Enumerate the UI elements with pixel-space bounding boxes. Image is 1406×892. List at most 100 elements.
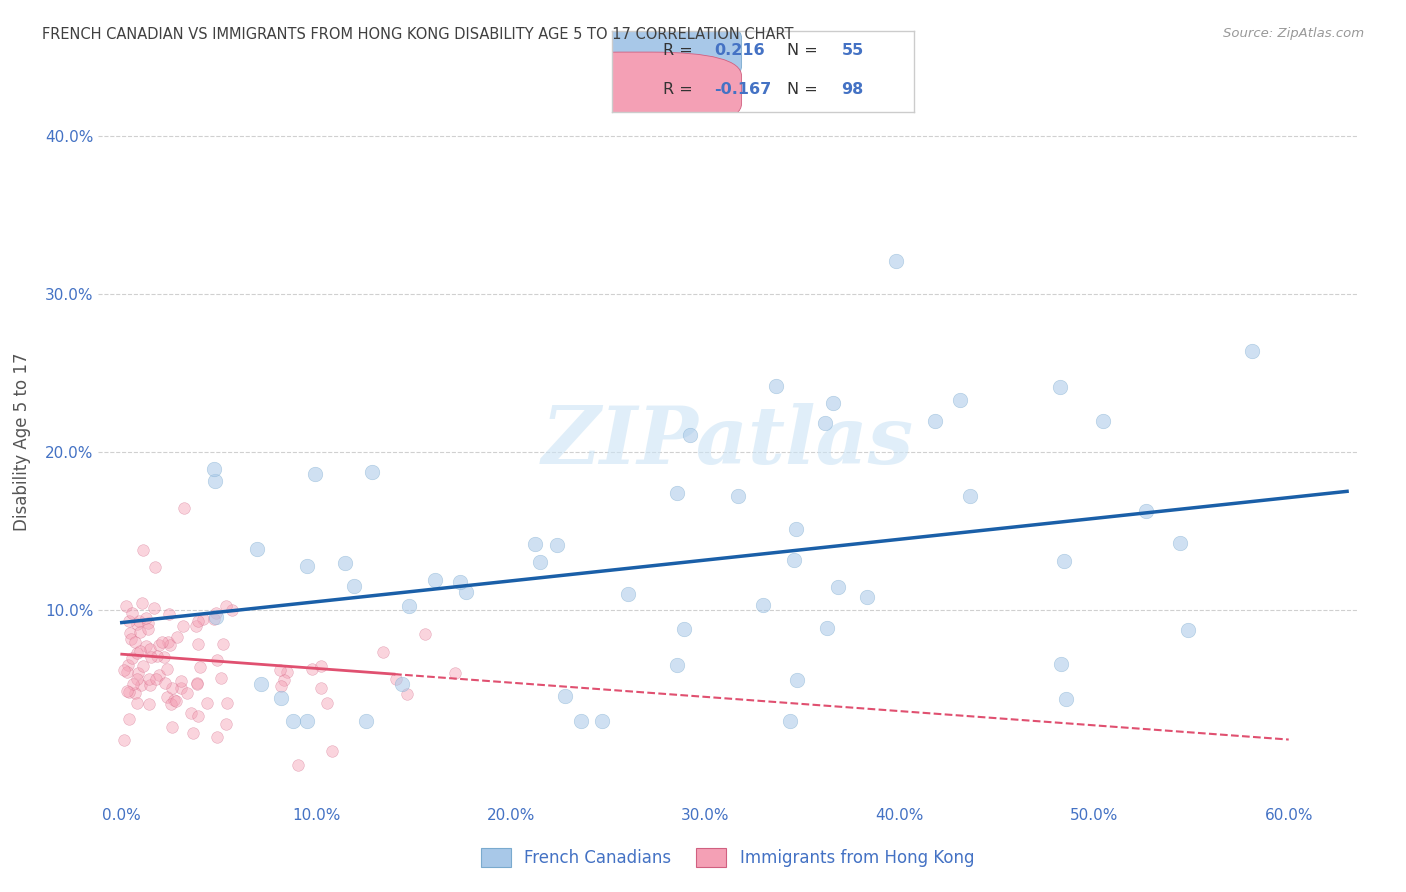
Point bbox=[124, 685, 146, 699]
Y-axis label: Disability Age 5 to 17: Disability Age 5 to 17 bbox=[13, 352, 31, 531]
Point bbox=[823, 396, 845, 410]
Point bbox=[128, 614, 150, 628]
Point bbox=[1135, 504, 1157, 518]
Point bbox=[215, 599, 238, 613]
Point bbox=[205, 731, 228, 745]
FancyBboxPatch shape bbox=[530, 14, 741, 90]
Point bbox=[128, 625, 150, 640]
Point bbox=[856, 591, 879, 605]
Text: ZIPatlas: ZIPatlas bbox=[541, 403, 914, 480]
Point bbox=[136, 615, 159, 630]
Point bbox=[398, 599, 420, 614]
Point bbox=[125, 616, 148, 631]
Point bbox=[205, 609, 228, 624]
Point bbox=[186, 677, 208, 691]
Point bbox=[321, 743, 343, 757]
Point bbox=[127, 666, 149, 681]
Point bbox=[159, 639, 181, 653]
Point bbox=[127, 672, 149, 686]
Point bbox=[311, 681, 333, 696]
Point bbox=[157, 607, 180, 621]
Point bbox=[125, 696, 148, 710]
Point bbox=[166, 630, 188, 644]
Point bbox=[143, 600, 166, 615]
Point bbox=[139, 642, 162, 657]
Text: -0.167: -0.167 bbox=[714, 81, 772, 96]
Point bbox=[959, 489, 981, 503]
Point bbox=[360, 466, 382, 480]
Point bbox=[121, 606, 143, 620]
Point bbox=[153, 650, 176, 665]
Point bbox=[1241, 343, 1264, 358]
Point bbox=[246, 541, 269, 556]
Point bbox=[333, 556, 356, 570]
Point bbox=[129, 678, 152, 692]
Point bbox=[173, 501, 195, 516]
Point bbox=[118, 713, 141, 727]
Point bbox=[886, 254, 908, 268]
Point bbox=[215, 696, 238, 710]
Point bbox=[779, 714, 801, 728]
Text: N =: N = bbox=[787, 81, 823, 96]
Text: R =: R = bbox=[664, 43, 697, 58]
Point bbox=[591, 714, 613, 728]
Point bbox=[170, 681, 193, 696]
Point bbox=[554, 689, 576, 703]
Point bbox=[150, 634, 173, 648]
Point bbox=[765, 378, 787, 392]
Point bbox=[679, 427, 702, 442]
Point bbox=[117, 685, 139, 699]
Point bbox=[180, 706, 202, 721]
Point bbox=[425, 574, 447, 588]
Point bbox=[128, 644, 150, 658]
Point bbox=[186, 675, 208, 690]
Point bbox=[139, 678, 162, 692]
Point bbox=[181, 726, 204, 740]
Point bbox=[132, 659, 155, 673]
Text: R =: R = bbox=[664, 81, 697, 96]
Text: 0.216: 0.216 bbox=[714, 43, 765, 58]
Point bbox=[124, 635, 146, 649]
Point bbox=[170, 673, 193, 688]
Point bbox=[202, 462, 225, 476]
Point bbox=[413, 626, 436, 640]
Point bbox=[1054, 691, 1077, 706]
Point bbox=[115, 599, 138, 613]
Point bbox=[309, 658, 332, 673]
Point bbox=[197, 696, 219, 710]
Point bbox=[449, 574, 471, 589]
Point bbox=[117, 658, 139, 673]
Point bbox=[138, 672, 160, 686]
Point bbox=[443, 665, 465, 680]
Point bbox=[221, 603, 243, 617]
Point bbox=[815, 621, 838, 635]
Legend: French Canadians, Immigrants from Hong Kong: French Canadians, Immigrants from Hong K… bbox=[474, 841, 981, 874]
Point bbox=[176, 685, 198, 699]
Point bbox=[162, 720, 184, 734]
Point bbox=[391, 677, 413, 691]
Point bbox=[153, 676, 176, 690]
Point bbox=[273, 673, 295, 687]
Point bbox=[157, 635, 180, 649]
Point bbox=[120, 625, 142, 640]
Point bbox=[295, 714, 318, 728]
Point bbox=[786, 673, 808, 687]
Point bbox=[371, 645, 394, 659]
Point bbox=[191, 612, 214, 626]
Point bbox=[139, 650, 162, 665]
Point bbox=[120, 632, 142, 646]
Point bbox=[672, 622, 695, 636]
Point bbox=[304, 467, 326, 482]
Point bbox=[1050, 657, 1073, 671]
Point bbox=[136, 623, 159, 637]
Point bbox=[163, 693, 186, 707]
Point bbox=[115, 683, 138, 698]
Point bbox=[187, 709, 209, 723]
Point bbox=[270, 690, 292, 705]
Point bbox=[146, 648, 169, 663]
Point bbox=[204, 607, 226, 621]
Point bbox=[165, 694, 187, 708]
Point bbox=[148, 668, 170, 682]
Point bbox=[215, 717, 238, 731]
Point bbox=[343, 579, 366, 593]
